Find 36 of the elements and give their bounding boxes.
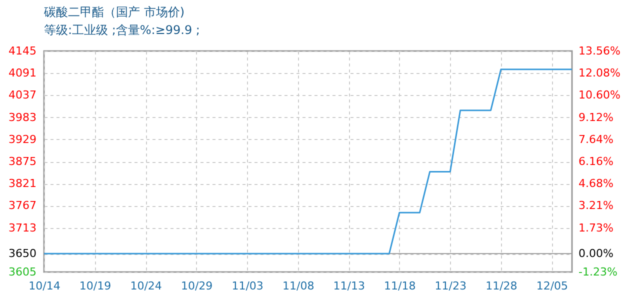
x-tick-label: 11/03 <box>232 280 264 292</box>
x-tick-label: 11/13 <box>333 280 365 292</box>
x-tick-label: 10/19 <box>79 280 112 292</box>
y-tick-label: 4037 <box>8 88 36 102</box>
y-tick-label: 3767 <box>8 199 36 212</box>
y2-tick-label: 6.16% <box>578 155 614 168</box>
x-tick-label: 10/29 <box>180 280 213 292</box>
chart-subtitle: 等级:工业级 ;含量%:≥99.9 ; <box>44 23 200 37</box>
y-tick-label: 4091 <box>8 66 36 80</box>
x-tick-label: 11/18 <box>384 280 416 292</box>
y2-tick-label: 12.08% <box>578 66 620 80</box>
y2-tick-label: 0.00% <box>578 247 614 260</box>
chart-title: 碳酸二甲酯（国产 市场价) <box>43 5 184 19</box>
y-tick-label: 3650 <box>8 247 36 260</box>
y2-tick-label: 10.60% <box>578 88 620 102</box>
y-tick-label: 3713 <box>8 221 36 234</box>
x-tick-label: 11/28 <box>486 280 518 292</box>
x-tick-label: 11/08 <box>282 280 314 292</box>
x-tick-label: 10/24 <box>130 280 162 292</box>
y2-tick-label: 3.21% <box>578 199 614 212</box>
y2-tick-label: -1.23% <box>578 266 618 278</box>
y2-tick-label: 9.12% <box>578 110 614 124</box>
x-tick-label: 12/05 <box>536 280 568 292</box>
y2-tick-label: 1.73% <box>578 221 614 234</box>
y2-tick-label: 13.56% <box>578 44 620 58</box>
y2-tick-label: 7.64% <box>578 132 614 146</box>
y-tick-label: 3983 <box>8 110 36 124</box>
y2-tick-label: 4.68% <box>578 177 614 190</box>
y-tick-label: 3929 <box>8 132 36 146</box>
line-series <box>44 68 572 254</box>
x-tick-label: 11/23 <box>434 280 467 292</box>
x-tick-label: 10/14 <box>28 280 60 292</box>
y-tick-label: 4145 <box>8 44 36 58</box>
y-tick-label: 3875 <box>8 155 36 168</box>
y-tick-label: 3821 <box>8 177 36 190</box>
y-tick-label: 3605 <box>8 266 36 278</box>
